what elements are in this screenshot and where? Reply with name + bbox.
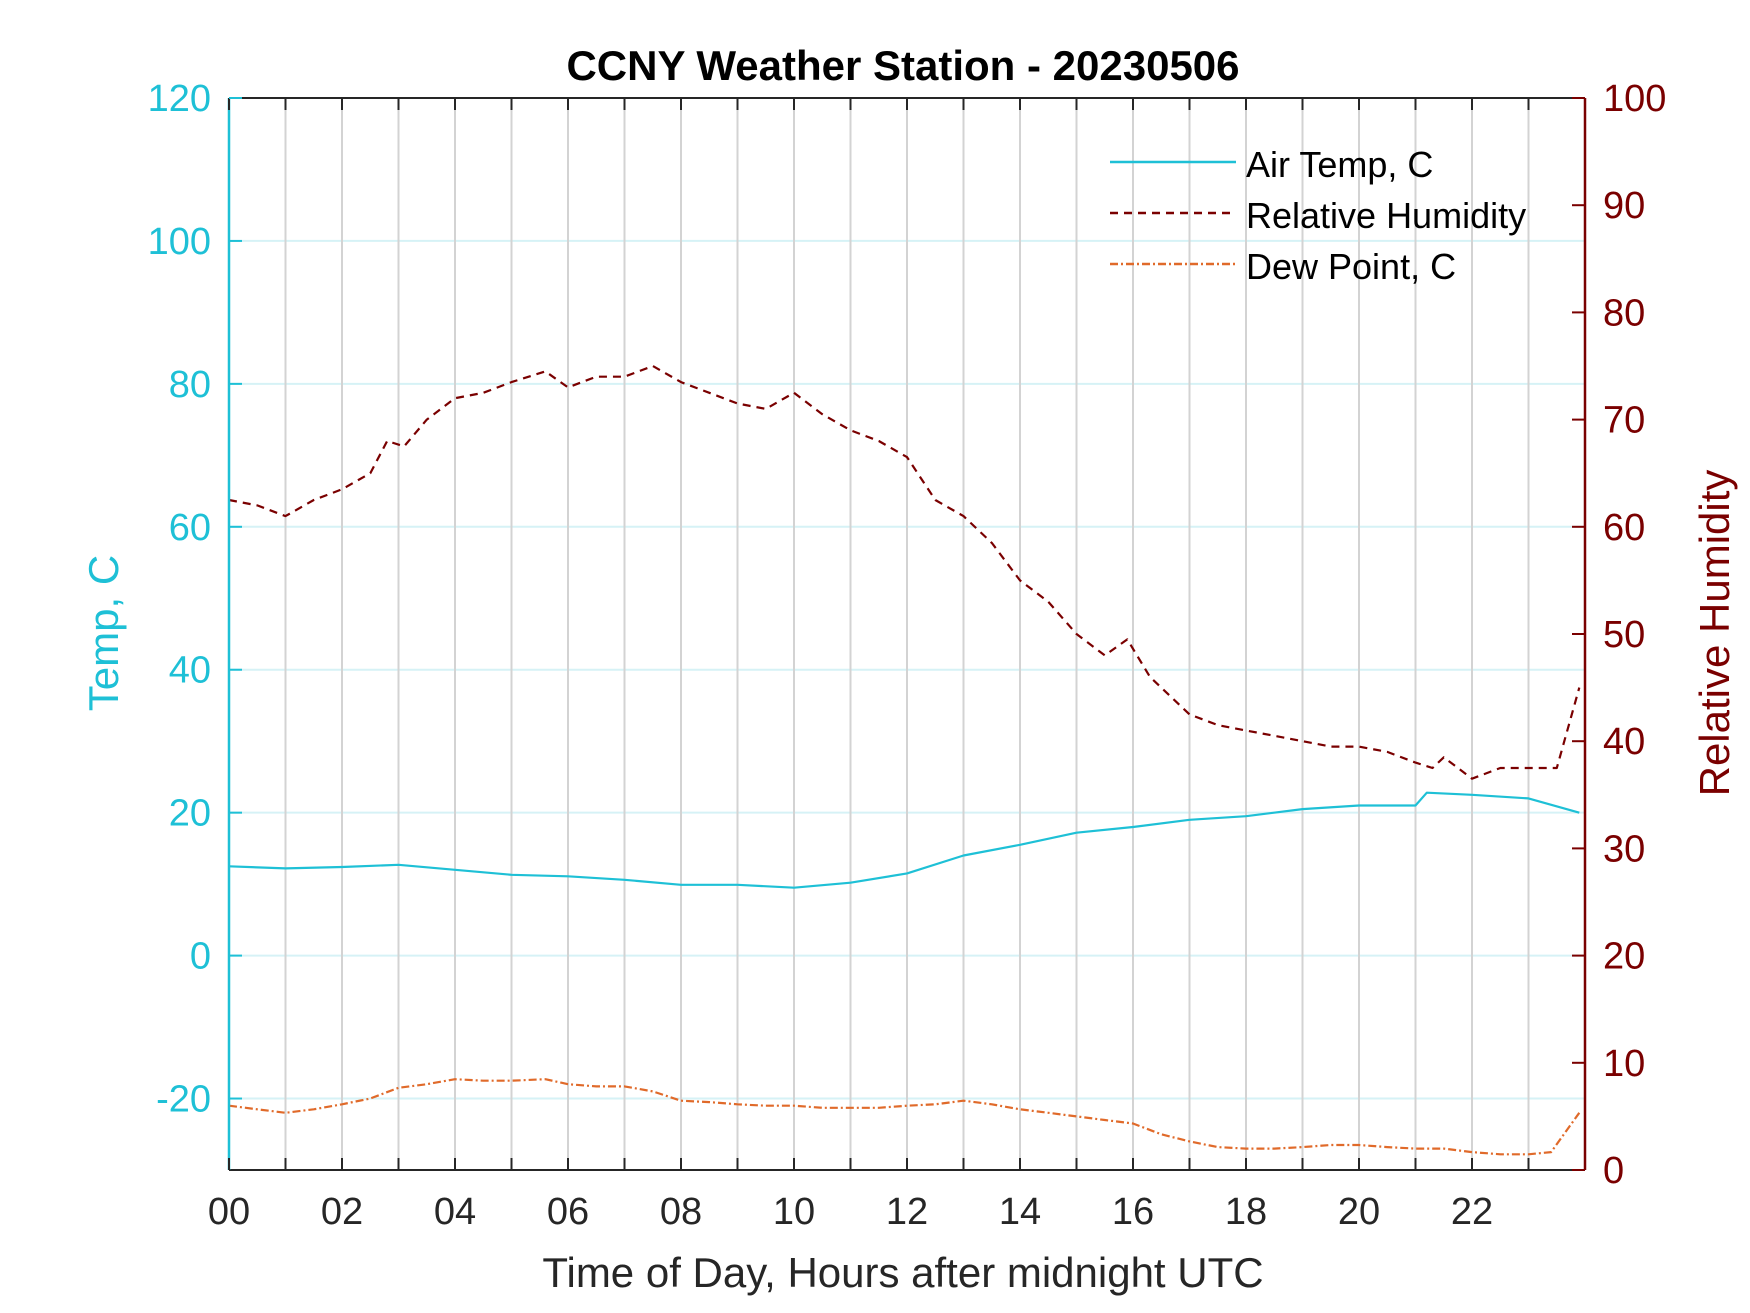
chart-title: CCNY Weather Station - 20230506 — [566, 42, 1239, 89]
legend-label-dew-point: Dew Point, C — [1246, 246, 1456, 287]
right-y-tick-label: 80 — [1603, 292, 1645, 334]
x-axis-label: Time of Day, Hours after midnight UTC — [542, 1249, 1263, 1296]
right-y-tick-label: 20 — [1603, 936, 1645, 978]
right-y-tick-label: 0 — [1603, 1150, 1624, 1192]
x-tick-label: 20 — [1338, 1191, 1380, 1233]
right-y-tick-label: 30 — [1603, 828, 1645, 870]
legend-label-air-temp: Air Temp, C — [1246, 144, 1433, 185]
x-tick-label: 16 — [1112, 1191, 1154, 1233]
tick-marks: 00 02 04 06 08 10 12 14 16 18 20 22-200204060801001… — [148, 78, 1667, 1233]
right-y-tick-label: 40 — [1603, 721, 1645, 763]
series-lines — [228, 364, 1581, 1156]
x-tick-label: 02 — [321, 1191, 363, 1233]
x-tick-label: 14 — [999, 1191, 1041, 1233]
series-line-air-temp — [228, 791, 1580, 889]
x-tick-label: 10 — [773, 1191, 815, 1233]
legend: Air Temp, C Relative Humidity Dew Point,… — [1110, 144, 1526, 287]
left-y-tick-label: 60 — [169, 507, 211, 549]
left-y-axis-label: Temp, C — [80, 555, 127, 711]
x-tick-label: 08 — [660, 1191, 702, 1233]
x-tick-label: 22 — [1451, 1191, 1493, 1233]
right-y-axis-label: Relative Humidity — [1691, 470, 1738, 797]
series-line-relative-humidity — [228, 364, 1581, 780]
series-line-dew-point — [228, 1078, 1581, 1156]
left-y-tick-label: 40 — [169, 650, 211, 692]
x-tick-label: 04 — [434, 1191, 476, 1233]
left-y-tick-label: 20 — [169, 793, 211, 835]
x-tick-label: 00 — [208, 1191, 250, 1233]
left-y-tick-label: -20 — [156, 1079, 211, 1121]
left-y-tick-label: 120 — [148, 78, 211, 120]
right-y-tick-label: 50 — [1603, 614, 1645, 656]
left-y-tick-label: 0 — [190, 936, 211, 978]
left-y-tick-label: 80 — [169, 364, 211, 406]
x-tick-label: 06 — [547, 1191, 589, 1233]
right-y-tick-label: 60 — [1603, 507, 1645, 549]
right-y-tick-label: 70 — [1603, 400, 1645, 442]
legend-label-relative-humidity: Relative Humidity — [1246, 195, 1526, 236]
right-y-tick-label: 100 — [1603, 78, 1666, 120]
x-tick-label: 12 — [886, 1191, 928, 1233]
right-y-tick-label: 10 — [1603, 1043, 1645, 1085]
x-tick-label: 18 — [1225, 1191, 1267, 1233]
right-y-tick-label: 90 — [1603, 185, 1645, 227]
left-y-tick-label: 100 — [148, 221, 211, 263]
